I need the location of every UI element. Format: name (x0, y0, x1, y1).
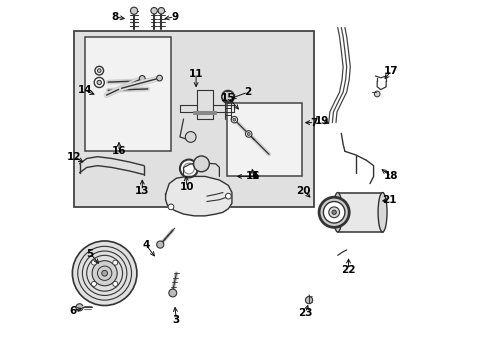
Circle shape (92, 261, 117, 286)
Polygon shape (165, 176, 231, 216)
Text: 23: 23 (298, 308, 312, 318)
Circle shape (102, 270, 107, 276)
Bar (337, 193, 382, 232)
Circle shape (245, 131, 251, 137)
Circle shape (97, 69, 101, 72)
Circle shape (328, 207, 339, 218)
Circle shape (158, 8, 164, 14)
Circle shape (180, 159, 198, 177)
Ellipse shape (377, 193, 386, 232)
Circle shape (168, 289, 176, 297)
Text: 14: 14 (78, 85, 92, 95)
Text: 10: 10 (180, 182, 194, 192)
Bar (226, 103, 301, 176)
Text: 5: 5 (86, 248, 94, 258)
Circle shape (331, 210, 336, 215)
Circle shape (193, 156, 209, 172)
Circle shape (373, 91, 379, 97)
Text: 4: 4 (142, 239, 149, 249)
Ellipse shape (333, 193, 342, 232)
Text: 19: 19 (314, 116, 328, 126)
Text: 11: 11 (188, 69, 203, 79)
Text: 16: 16 (111, 146, 126, 156)
Circle shape (113, 260, 118, 265)
Circle shape (232, 118, 235, 121)
Bar (74, 31, 314, 207)
Circle shape (94, 77, 104, 87)
Text: 13: 13 (135, 186, 149, 196)
Circle shape (185, 132, 196, 142)
Circle shape (113, 282, 118, 287)
Text: 7: 7 (310, 118, 318, 128)
Text: 20: 20 (296, 186, 310, 196)
Text: 21: 21 (382, 195, 396, 205)
Text: 1: 1 (251, 171, 258, 181)
Circle shape (91, 282, 96, 287)
Circle shape (231, 116, 237, 123)
Text: 15: 15 (221, 93, 235, 103)
Circle shape (156, 241, 163, 248)
Bar (85, 37, 171, 151)
Circle shape (221, 90, 234, 103)
Circle shape (139, 76, 145, 81)
Circle shape (247, 132, 250, 135)
Circle shape (151, 8, 157, 14)
Circle shape (323, 202, 344, 223)
Text: 8: 8 (112, 12, 119, 22)
Text: 16: 16 (246, 171, 260, 181)
Circle shape (319, 197, 348, 227)
Text: 3: 3 (172, 315, 180, 325)
Text: 2: 2 (244, 87, 251, 97)
Circle shape (97, 80, 101, 85)
Text: 18: 18 (384, 171, 398, 181)
Circle shape (305, 297, 312, 304)
Text: 17: 17 (384, 66, 398, 76)
Text: 9: 9 (171, 12, 178, 22)
Text: 6: 6 (69, 306, 77, 316)
Circle shape (76, 304, 83, 311)
Circle shape (168, 204, 174, 210)
Text: 22: 22 (341, 265, 355, 275)
Circle shape (156, 75, 162, 81)
Circle shape (91, 260, 96, 265)
Circle shape (130, 7, 137, 14)
Circle shape (225, 193, 231, 199)
Text: 12: 12 (67, 152, 81, 162)
Circle shape (72, 241, 137, 306)
